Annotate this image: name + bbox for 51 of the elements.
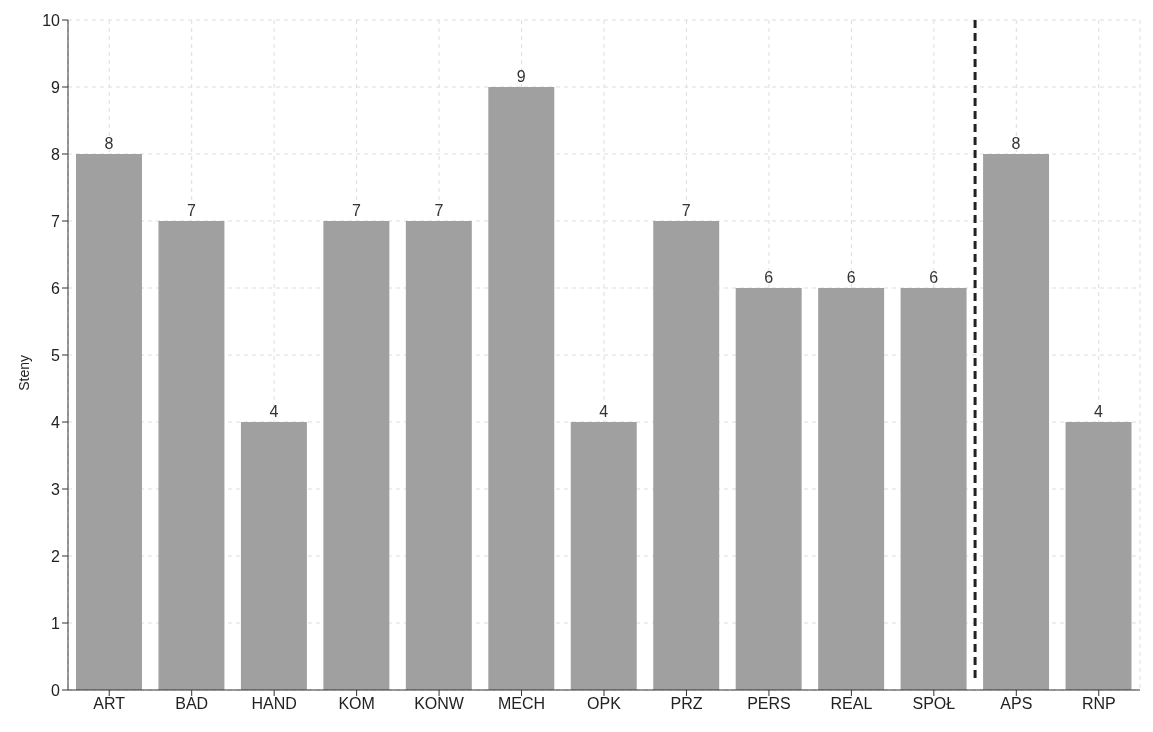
x-tick-label: OPK xyxy=(587,695,622,713)
bar xyxy=(405,221,472,690)
y-tick-label: 5 xyxy=(51,346,61,364)
y-tick-label: 7 xyxy=(51,212,61,230)
x-tick-label: APS xyxy=(1000,695,1033,713)
x-tick-label: RNP xyxy=(1081,695,1116,713)
y-tick-label: 8 xyxy=(51,145,61,163)
data-label: 4 xyxy=(599,403,609,420)
bar xyxy=(983,154,1050,690)
y-tick-label: 0 xyxy=(51,681,61,699)
bar xyxy=(488,87,555,690)
data-label: 8 xyxy=(1011,135,1021,152)
data-label: 9 xyxy=(516,68,526,85)
y-tick-label: 3 xyxy=(51,480,61,498)
y-tick-label: 10 xyxy=(42,11,61,29)
y-axis-title: Steny xyxy=(15,355,32,391)
x-tick-label: ART xyxy=(93,695,126,713)
y-tick-label: 9 xyxy=(51,78,61,96)
x-tick-label: KONW xyxy=(414,695,465,713)
y-tick-label: 1 xyxy=(51,614,61,632)
data-label: 6 xyxy=(929,269,939,286)
x-tick-label: MECH xyxy=(497,695,546,713)
x-tick-label: SPOŁ xyxy=(912,695,956,713)
data-label: 6 xyxy=(764,269,774,286)
data-label: 7 xyxy=(681,202,691,219)
bar xyxy=(735,288,802,690)
data-label: 4 xyxy=(269,403,279,420)
bar xyxy=(158,221,225,690)
bar xyxy=(323,221,390,690)
data-label: 7 xyxy=(186,202,196,219)
bar xyxy=(900,288,967,690)
data-label: 4 xyxy=(1094,403,1104,420)
x-tick-label: PRZ xyxy=(670,695,703,713)
x-tick-label: BAD xyxy=(175,695,209,713)
bar xyxy=(240,422,307,690)
bar xyxy=(653,221,720,690)
bar xyxy=(1065,422,1132,690)
x-tick-label: PERS xyxy=(747,695,791,713)
x-tick-label: HAND xyxy=(251,695,297,713)
bar xyxy=(76,154,142,690)
bar xyxy=(570,422,637,690)
y-tick-label: 6 xyxy=(51,279,61,297)
x-tick-label: REAL xyxy=(830,695,873,713)
data-label: 8 xyxy=(104,135,114,152)
y-tick-label: 2 xyxy=(51,547,61,565)
bar xyxy=(818,288,885,690)
x-tick-label: KOM xyxy=(338,695,375,713)
y-tick-label: 4 xyxy=(51,413,61,431)
data-label: 6 xyxy=(846,269,856,286)
data-label: 7 xyxy=(434,202,444,219)
data-label: 7 xyxy=(351,202,361,219)
